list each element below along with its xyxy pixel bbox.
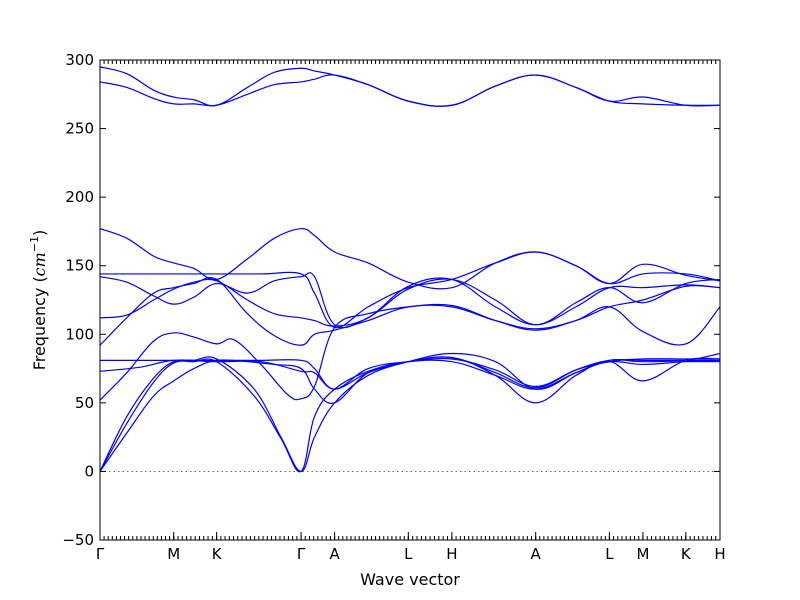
- x-tick-label: Γ: [297, 545, 306, 563]
- x-tick-label: K: [212, 545, 223, 563]
- x-tick-label: A: [329, 545, 340, 563]
- band-branch-9: [99, 272, 721, 329]
- y-axis-label: Frequency (cm−1): [28, 230, 49, 371]
- band-branch-11: [99, 228, 721, 290]
- x-tick-label: H: [446, 545, 457, 563]
- x-tick-label: M: [636, 545, 649, 563]
- band-branch-10: [100, 251, 721, 329]
- y-tick-label: 50: [75, 394, 94, 412]
- x-tick-label: L: [605, 545, 614, 563]
- band-branch-8: [99, 277, 721, 327]
- y-tick-label: 200: [65, 188, 94, 206]
- y-tick-label: 100: [65, 325, 94, 343]
- y-tick-label: −50: [62, 531, 94, 549]
- band-branch-6: [100, 357, 720, 390]
- x-tick-label: M: [167, 545, 180, 563]
- y-axis-label-exp: −1: [28, 236, 41, 252]
- x-tick-label: K: [681, 545, 692, 563]
- x-axis-label: Wave vector: [360, 570, 460, 589]
- plot-area: [100, 60, 720, 540]
- y-axis-label-unit: cm: [30, 252, 49, 276]
- band-branches: [99, 66, 721, 473]
- y-axis-label-text: Frequency: [30, 288, 49, 371]
- band-branch-5: [99, 356, 720, 390]
- band-branch-4: [99, 303, 721, 401]
- y-tick-label: 150: [65, 257, 94, 275]
- band-branch-13: [99, 66, 721, 107]
- x-tick-label: A: [531, 545, 542, 563]
- y-tick-label: 250: [65, 120, 94, 138]
- x-tick-label: L: [404, 545, 413, 563]
- y-tick-label: 300: [65, 51, 94, 69]
- x-tick-label: H: [714, 545, 725, 563]
- y-axis-ticks: −50 0 50 100 150 200 250 300: [62, 51, 720, 549]
- x-tick-label: Γ: [96, 545, 105, 563]
- y-tick-label: 0: [84, 462, 94, 480]
- plot-frame: [99, 59, 721, 541]
